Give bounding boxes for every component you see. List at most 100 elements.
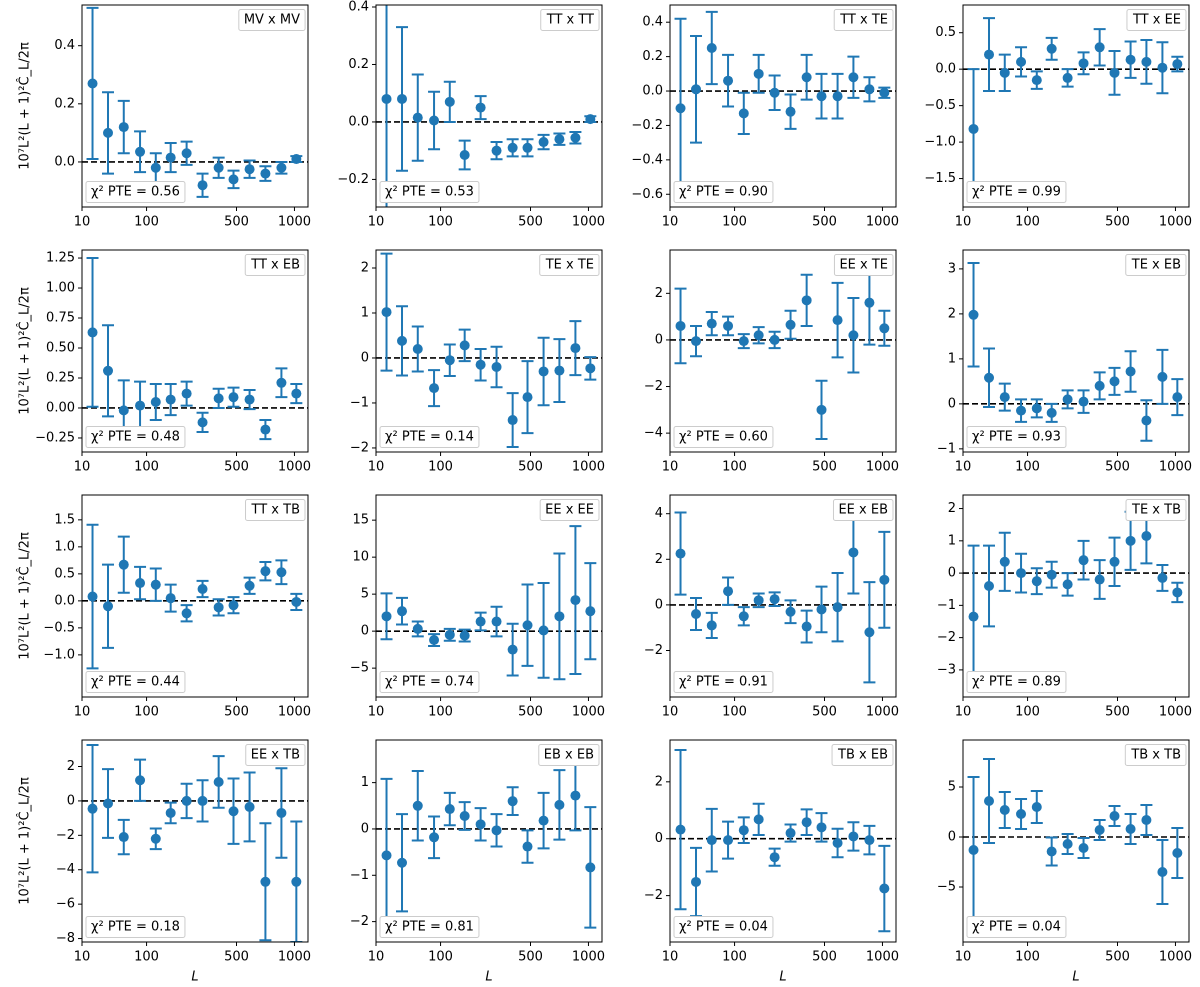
y-tick-label: 0.0 bbox=[54, 154, 75, 169]
y-tick-label: 2 bbox=[655, 552, 663, 567]
x-tick-label: 1000 bbox=[572, 705, 605, 720]
data-point bbox=[554, 799, 565, 810]
title-box bbox=[539, 499, 600, 521]
data-point bbox=[276, 807, 287, 818]
annotation-box bbox=[85, 181, 186, 203]
data-points bbox=[86, 6, 303, 198]
data-point bbox=[1141, 815, 1152, 825]
x-tick-label: 500 bbox=[812, 705, 837, 720]
y-tick-label: 0 bbox=[655, 597, 663, 612]
subplot: −2 0 2 4 10 100 500 1000 EE x EB χ² PTE = 0.91 bbox=[644, 494, 899, 720]
y-tick-label: 0 bbox=[948, 566, 956, 581]
y-tick-label: −1 bbox=[350, 395, 369, 410]
data-point bbox=[1094, 825, 1105, 835]
x-tick-label: 1000 bbox=[1159, 950, 1192, 965]
pte-annotation: χ² PTE = 0.93 bbox=[972, 430, 1061, 445]
data-point bbox=[412, 343, 423, 354]
x-tick-label: 500 bbox=[812, 215, 837, 230]
data-point bbox=[429, 635, 440, 646]
title-box bbox=[238, 9, 306, 31]
annotation-box bbox=[85, 426, 186, 448]
data-point bbox=[816, 822, 827, 833]
data-point bbox=[381, 850, 392, 861]
data-point bbox=[753, 595, 764, 606]
data-point bbox=[260, 566, 271, 577]
data-point bbox=[1157, 572, 1168, 583]
data-point bbox=[213, 393, 224, 404]
data-points bbox=[967, 17, 1184, 190]
subplot: −0.6 −0.4 −0.2 0.0 0.2 0.4 10 100 500 1000 TT x TE… bbox=[631, 4, 899, 230]
y-tick-label: 1 bbox=[361, 305, 369, 320]
data-point bbox=[1172, 848, 1183, 858]
data-point bbox=[150, 833, 161, 844]
annotation-box bbox=[379, 426, 480, 448]
x-axis-label: L bbox=[191, 970, 198, 985]
subplot: −2 −1 0 1 10 100 500 1000 EB x EB χ² PTE = 0.81 L bbox=[350, 739, 605, 985]
data-point bbox=[538, 137, 549, 148]
y-tick-label: 0.4 bbox=[348, 0, 369, 15]
x-tick-label: 10 bbox=[662, 460, 679, 475]
data-point bbox=[291, 388, 302, 399]
title-box bbox=[538, 744, 600, 766]
data-point bbox=[538, 366, 549, 377]
data-point bbox=[864, 84, 875, 95]
pte-annotation: χ² PTE = 0.60 bbox=[679, 430, 768, 445]
x-tick-label: 100 bbox=[428, 460, 453, 475]
subplot: −5 0 5 10 15 10 100 500 1000 EE x EE χ² PTE = 0.74 bbox=[350, 494, 605, 720]
data-point bbox=[675, 548, 686, 559]
axes-frame bbox=[962, 739, 1190, 943]
y-tick-label: 1.25 bbox=[46, 251, 75, 266]
data-point bbox=[1046, 569, 1057, 580]
data-point bbox=[675, 320, 686, 331]
data-points bbox=[380, 252, 597, 449]
data-point bbox=[244, 801, 255, 812]
data-point bbox=[429, 115, 440, 126]
annotation-box bbox=[673, 916, 774, 938]
data-point bbox=[165, 593, 176, 604]
data-point bbox=[554, 365, 565, 376]
data-point bbox=[459, 149, 470, 160]
data-point bbox=[118, 559, 129, 570]
panel-title: MV x MV bbox=[244, 13, 300, 28]
data-point bbox=[165, 394, 176, 405]
data-point bbox=[570, 343, 581, 354]
data-point bbox=[753, 330, 764, 341]
data-point bbox=[738, 108, 749, 119]
data-point bbox=[397, 606, 408, 617]
y-tick-label: 3 bbox=[948, 261, 956, 276]
data-point bbox=[1157, 62, 1168, 73]
x-tick-label: 1000 bbox=[866, 950, 899, 965]
data-point bbox=[785, 106, 796, 117]
y-tick-label: −1.5 bbox=[924, 171, 956, 186]
x-tick-label: 1000 bbox=[1159, 215, 1192, 230]
title-box bbox=[244, 254, 306, 276]
pte-annotation: χ² PTE = 0.81 bbox=[385, 920, 474, 935]
y-tick-label: −0.2 bbox=[337, 172, 369, 187]
data-point bbox=[228, 806, 239, 817]
axes-frame bbox=[375, 4, 603, 208]
data-points bbox=[86, 257, 303, 442]
data-point bbox=[785, 828, 796, 839]
data-point bbox=[244, 394, 255, 405]
panel-title: TE x TB bbox=[1131, 503, 1181, 518]
data-point bbox=[723, 586, 734, 597]
y-tick-label: 10 bbox=[352, 550, 369, 565]
panel-title: TT x EB bbox=[250, 258, 300, 273]
x-tick-label: 10 bbox=[368, 460, 385, 475]
data-point bbox=[738, 611, 749, 622]
x-tick-label: 500 bbox=[518, 950, 543, 965]
x-tick-label: 500 bbox=[812, 950, 837, 965]
data-point bbox=[723, 835, 734, 846]
data-point bbox=[165, 807, 176, 818]
x-tick-label: 1000 bbox=[572, 460, 605, 475]
y-tick-label: −6 bbox=[56, 897, 75, 912]
x-tick-label: 100 bbox=[722, 460, 747, 475]
data-point bbox=[984, 796, 995, 806]
x-tick-label: 100 bbox=[1015, 215, 1040, 230]
data-point bbox=[291, 876, 302, 887]
x-tick-label: 100 bbox=[134, 215, 159, 230]
title-box bbox=[539, 254, 600, 276]
y-tick-label: −1 bbox=[350, 868, 369, 883]
data-point bbox=[999, 805, 1010, 815]
data-point bbox=[291, 596, 302, 607]
